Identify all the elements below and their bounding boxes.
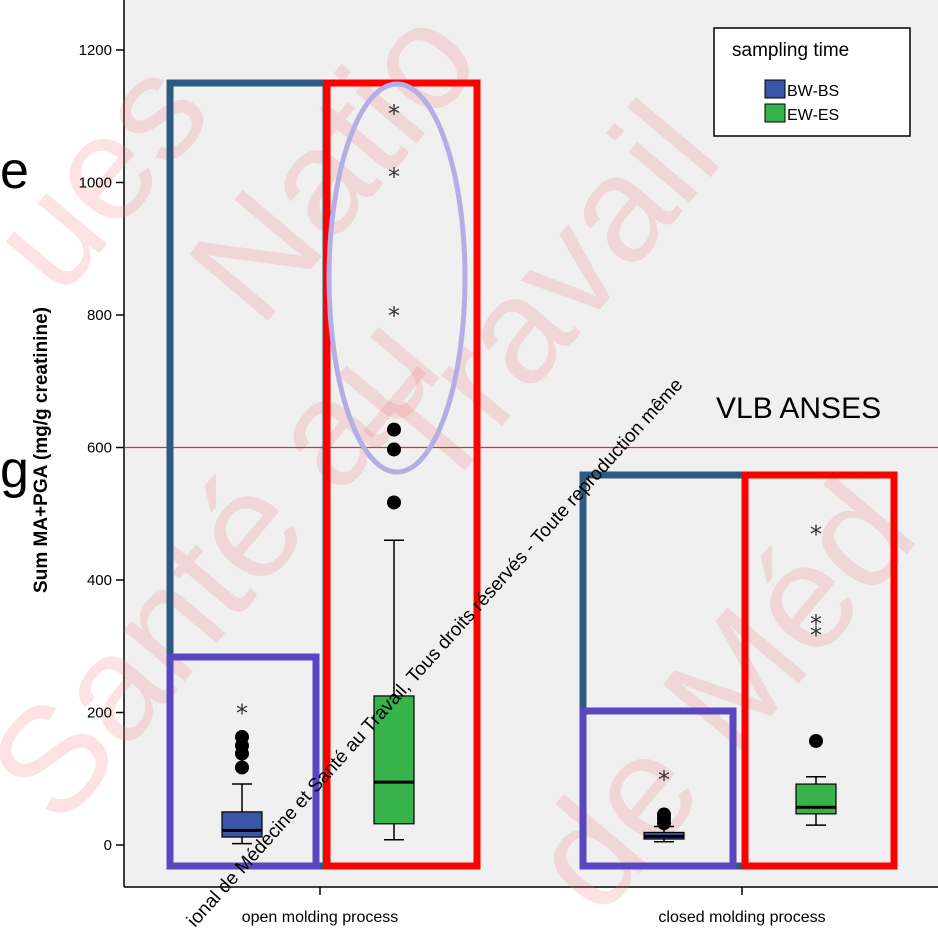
legend: sampling time BW-BS EW-ES: [713, 27, 911, 137]
outlier-point: [235, 730, 249, 745]
box-bw-bs-1: *: [643, 766, 685, 843]
reference-line-label: VLB ANSES: [716, 392, 881, 425]
extreme-point: *: [388, 100, 400, 128]
y-tick-label: 400: [87, 572, 112, 589]
annotations: [166, 79, 898, 870]
outlier-point: [387, 422, 401, 437]
legend-label-bw-bs: BW-BS: [787, 83, 839, 100]
y-tick-label: 200: [87, 705, 112, 722]
box-iqr: [221, 811, 263, 838]
outlier-point: [809, 733, 823, 748]
box-iqr: [795, 783, 837, 815]
outlier-point: [657, 807, 671, 822]
extreme-point: *: [388, 163, 400, 191]
outlier-point: [235, 760, 249, 775]
y-tick-label: 0: [104, 837, 112, 854]
x-category-label: closed molding process: [658, 909, 825, 926]
extreme-point: *: [810, 621, 822, 649]
y-tick-label: 1200: [79, 42, 112, 59]
annotation-box-purple-closed: [579, 707, 737, 870]
y-tick-label: 1000: [79, 175, 112, 192]
extreme-point: *: [658, 766, 670, 794]
legend-swatch-ew-es: [764, 103, 786, 123]
y-tick-label: 600: [87, 440, 112, 457]
edge-text-g: g: [0, 441, 29, 499]
extreme-point: *: [810, 610, 822, 638]
legend-label-ew-es: EW-ES: [787, 107, 839, 124]
box-iqr: [373, 695, 415, 825]
y-axis-title: Sum MA+PGA (mg/g creatinine): [31, 307, 52, 593]
y-tick-label: 800: [87, 307, 112, 324]
box-bw-bs-0: *: [221, 700, 263, 845]
box-ew-es-0: * * *: [373, 100, 415, 841]
legend-title: sampling time: [732, 40, 849, 61]
x-axis-category-labels: open molding process closed molding proce…: [242, 887, 826, 926]
edge-text-e: e: [0, 142, 29, 200]
annotation-ellipse-outliers: [326, 81, 468, 475]
box-series: ********: [221, 100, 837, 845]
outlier-point: [387, 442, 401, 457]
extreme-point: *: [236, 700, 248, 728]
legend-frame: [713, 27, 911, 137]
annotation-box-red-closed: [741, 471, 898, 870]
y-axis-ticks: 0 200 400 600 800 1000 1200: [79, 42, 124, 854]
annotation-box-purple-open: [166, 653, 320, 870]
extreme-point: *: [810, 521, 822, 549]
x-category-label: open molding process: [242, 909, 399, 926]
legend-swatch-bw-bs: [764, 79, 786, 99]
plot-area: [124, 0, 938, 887]
box-ew-es-1: ***: [795, 521, 837, 826]
extreme-point: *: [388, 302, 400, 330]
outlier-point: [387, 495, 401, 510]
